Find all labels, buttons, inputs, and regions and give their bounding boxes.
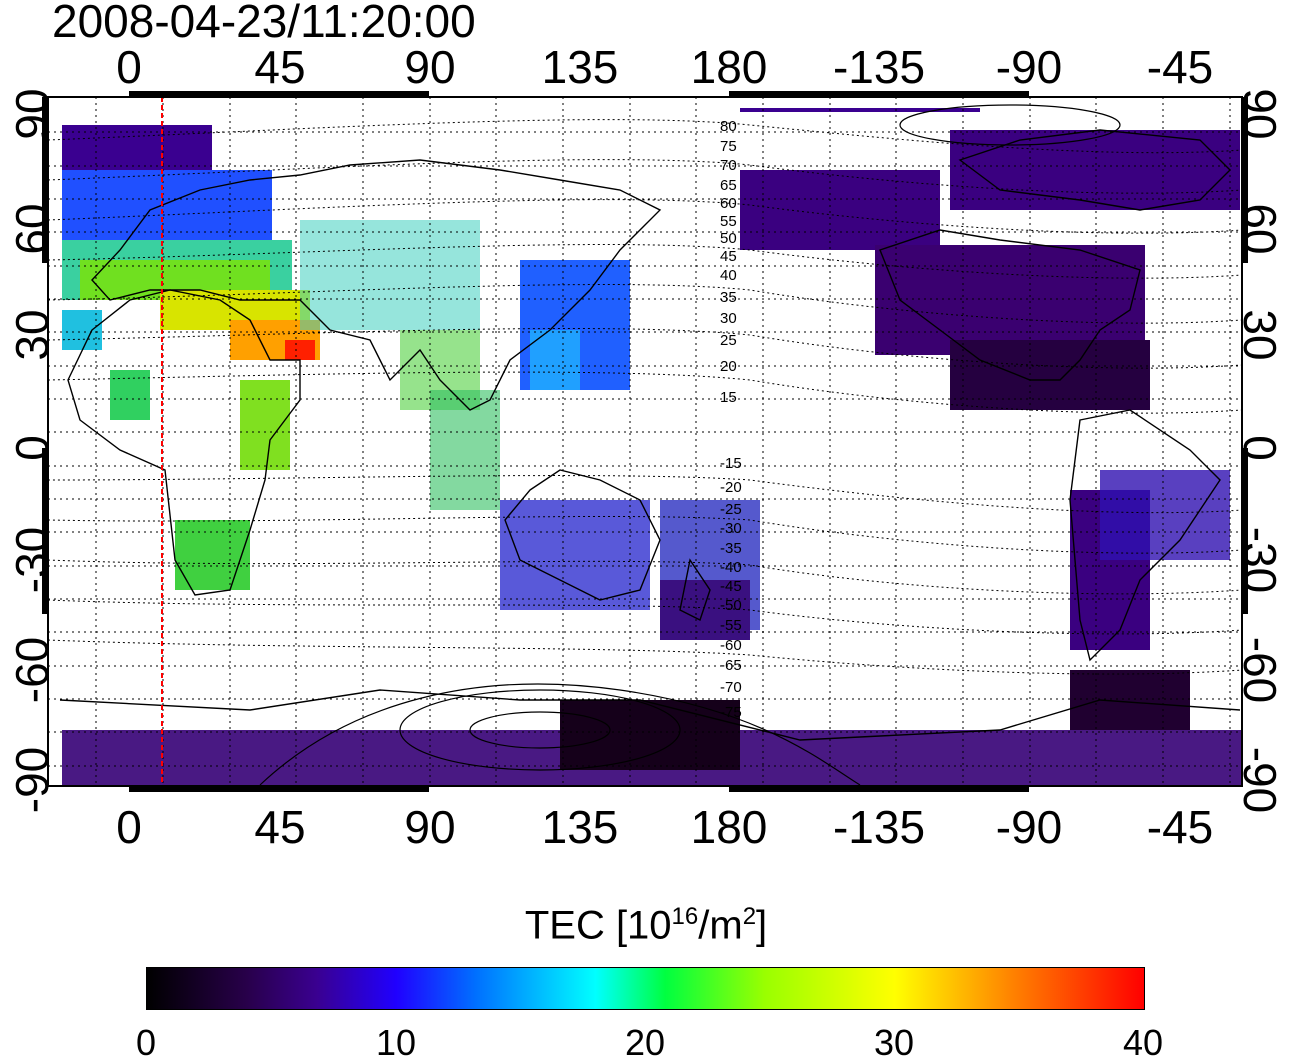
- contour-label: 15: [720, 389, 737, 406]
- contour-label: 60: [720, 195, 737, 212]
- lat-tick-right: -60: [1234, 636, 1286, 704]
- lon-tick-bottom: 135: [541, 801, 619, 853]
- lon-tick-top: 0: [116, 41, 142, 93]
- contour-label: -25: [720, 501, 742, 518]
- lon-tick-bottom: 45: [254, 801, 306, 853]
- lon-tick-bottom: -135: [832, 801, 926, 853]
- tec-region-arctic-strip: [740, 108, 980, 112]
- tec-region-antarctic-peninsula: [1070, 670, 1190, 730]
- contour-label: -15: [720, 455, 742, 472]
- lon-tick-top: 45: [254, 41, 306, 93]
- tec-region-central-america: [950, 340, 1150, 410]
- lat-tick-left: 30: [6, 309, 58, 361]
- contour-label: -40: [720, 559, 742, 576]
- tec-map: 80 75 70 65 60 55 50 45 40 35 30 25 20 1…: [42, 91, 1248, 792]
- lon-tick-bottom: -45: [1146, 801, 1214, 853]
- colorbar-tick: 10: [375, 1022, 417, 1063]
- tec-region-brazil: [1100, 470, 1230, 560]
- colorbar-tick: 20: [624, 1022, 666, 1063]
- lat-tick-left: 90: [6, 88, 58, 140]
- contour-label: -35: [720, 540, 742, 557]
- colorbar-tick: 40: [1122, 1022, 1164, 1063]
- contour-label: -70: [720, 679, 742, 696]
- lon-tick-top: -90: [995, 41, 1063, 93]
- coastlines: [59, 129, 1241, 741]
- colorbar-title: TEC [1016/m2]: [524, 903, 768, 948]
- contour-label: 35: [720, 289, 737, 306]
- lon-tick-bottom: 90: [404, 801, 456, 853]
- contour-labels: 80 75 70 65 60 55 50 45 40 35 30 25 20 1…: [720, 118, 742, 721]
- contour-label: -60: [720, 637, 742, 654]
- contour-label: -20: [720, 479, 742, 496]
- contour-label: -50: [720, 597, 742, 614]
- lat-tick-right: 60: [1234, 203, 1286, 255]
- contour-label: -30: [720, 520, 742, 537]
- contour-label: -55: [720, 617, 742, 634]
- tec-data-layer: [62, 108, 1242, 785]
- lon-tick-top: -135: [832, 41, 926, 93]
- axis-bars: [42, 91, 1248, 792]
- tec-region-china-coast: [530, 330, 580, 390]
- tec-region-greenland: [950, 130, 1240, 210]
- contour-label: 20: [720, 358, 737, 375]
- lon-tick-top: 135: [541, 41, 619, 93]
- contour-label: 55: [720, 213, 737, 230]
- lon-tick-bottom: 0: [116, 801, 142, 853]
- lon-tick-bottom: 180: [690, 801, 768, 853]
- lat-tick-left: 60: [6, 203, 58, 255]
- tec-region-atlantic: [62, 310, 102, 350]
- contour-label: 75: [720, 138, 737, 155]
- contour-label: -65: [720, 657, 742, 674]
- contour-label: 45: [720, 248, 737, 265]
- tec-region-asia: [300, 220, 480, 330]
- lat-tick-left: -90: [6, 746, 58, 814]
- colorbar-tick: 0: [135, 1022, 157, 1063]
- contour-label: 80: [720, 118, 737, 135]
- contour-label: 40: [720, 267, 737, 284]
- lat-tick-right: -90: [1234, 746, 1286, 814]
- lat-tick-right: -30: [1234, 526, 1286, 594]
- tec-region-tasman: [660, 580, 750, 640]
- graticule: [48, 97, 1242, 786]
- map-timestamp: 2008-04-23/11:20:00: [52, 0, 476, 47]
- tec-region-arabia-peak: [285, 340, 315, 360]
- lat-tick-left: 0: [6, 435, 58, 461]
- lon-tick-bottom: -90: [995, 801, 1063, 853]
- tec-region-antarctic-low: [560, 700, 740, 770]
- tec-region-north-america: [875, 245, 1145, 355]
- mlat-contours-solid: [259, 104, 1121, 786]
- mlat-contours: [48, 119, 1242, 675]
- tec-region-east-africa: [240, 380, 290, 470]
- contour-label: 50: [720, 230, 737, 247]
- lat-tick-left: -60: [6, 636, 58, 704]
- contour-label: 30: [720, 310, 737, 327]
- lon-tick-top: 180: [690, 41, 768, 93]
- lat-tick-right: 0: [1234, 435, 1286, 461]
- lon-tick-top: -45: [1146, 41, 1214, 93]
- tec-colorbar: [146, 967, 1145, 1010]
- lat-tick-right: 30: [1234, 309, 1286, 361]
- contour-label: -45: [720, 578, 742, 595]
- map-frame: [47, 96, 1243, 787]
- contour-label: -75: [720, 704, 742, 721]
- tec-region-alaska: [740, 170, 940, 250]
- lat-tick-right: 90: [1234, 88, 1286, 140]
- contour-label: 65: [720, 177, 737, 194]
- lat-tick-left: -30: [6, 526, 58, 594]
- lon-tick-top: 90: [404, 41, 456, 93]
- contour-label: 70: [720, 157, 737, 174]
- tec-region-se-asia: [430, 390, 500, 510]
- contour-label: 25: [720, 332, 737, 349]
- colorbar-tick: 30: [873, 1022, 915, 1063]
- tec-region-australia: [500, 500, 650, 610]
